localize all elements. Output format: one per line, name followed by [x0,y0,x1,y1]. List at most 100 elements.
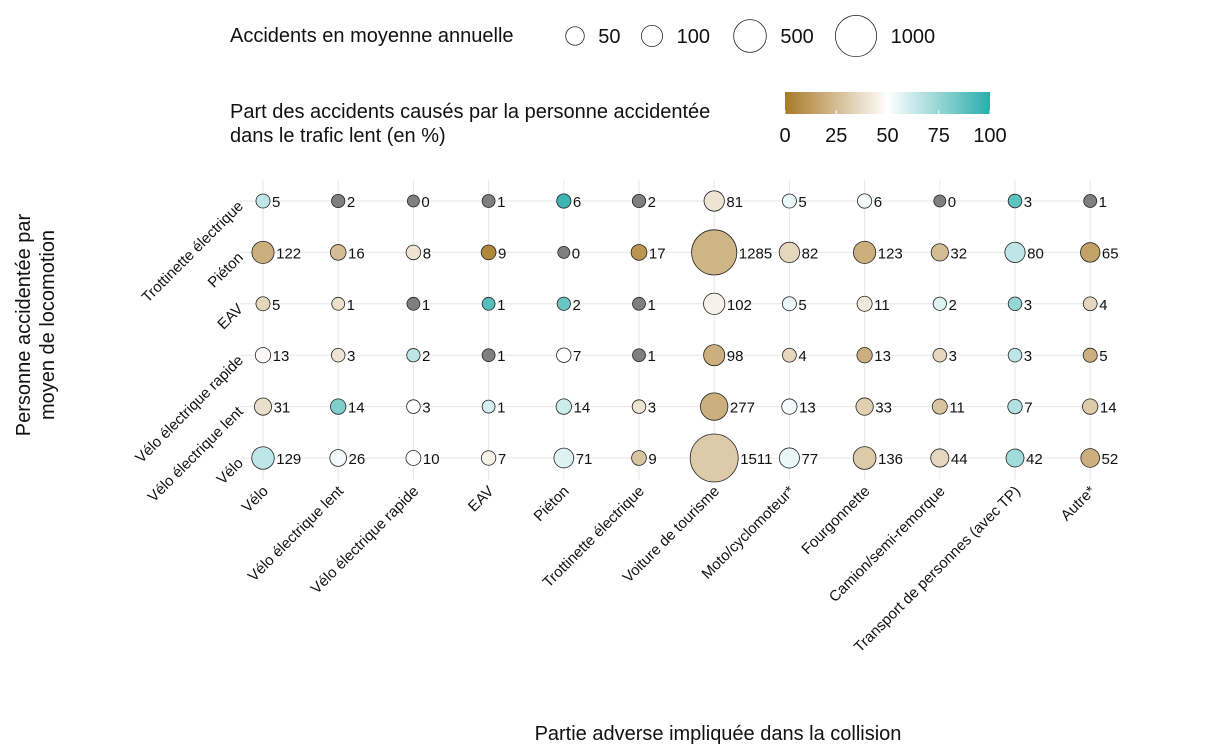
bubble [481,399,496,414]
data-label: 31 [274,400,291,417]
data-label: 82 [802,245,819,262]
bubble [631,450,647,466]
data-label: 0 [421,194,429,211]
bubble [703,190,725,212]
size-legend-circle [733,19,767,53]
y-title: Personne accidentée par [13,213,35,436]
data-label: 52 [1102,451,1119,468]
bubble [553,447,575,469]
bubble [556,296,571,311]
y-tick-label: EAV [214,301,246,333]
data-label: 0 [572,245,580,262]
bubble [855,397,874,416]
data-label: 1 [1099,194,1107,211]
data-label: 2 [572,297,580,314]
bubble [406,194,420,208]
size-legend-label: 500 [780,26,813,48]
bubble [932,296,947,311]
data-label: 33 [875,400,892,417]
data-label: 77 [801,451,818,468]
bubble [631,399,647,414]
data-label: 123 [878,245,903,262]
data-label: 32 [950,245,967,262]
data-label: 277 [730,400,755,417]
data-label: 6 [573,194,581,211]
bubble [632,348,646,363]
bubble [632,296,646,311]
bubble [254,397,272,416]
bubble [1004,241,1026,263]
color-bar [785,92,990,114]
size-legend-circle [834,14,878,58]
bubble [330,347,346,363]
color-tick-label: 100 [973,125,1006,147]
bubble [405,244,422,261]
bubble [1007,296,1023,312]
data-label: 5 [1099,348,1107,365]
bubble [251,446,275,470]
bubble [853,240,877,264]
x-tick-label: Fourgonnette [798,483,873,558]
bubble [405,450,422,466]
data-label: 3 [1024,297,1032,314]
data-label: 102 [727,297,752,314]
color-tick-label: 0 [779,125,790,147]
size-legend-label: 50 [598,26,620,48]
data-label: 122 [276,245,301,262]
bubble [1080,448,1100,468]
data-label: 8 [423,245,431,262]
bubble [331,193,346,209]
data-label: 2 [422,348,430,365]
color-legend-title: Part des accidents causés par la personn… [230,101,710,123]
bubble [481,296,496,311]
bubble [1007,193,1023,209]
bubble [255,193,271,209]
data-label: 44 [951,451,968,468]
data-label: 71 [576,451,593,468]
data-label: 1 [497,297,505,314]
data-label: 1285 [739,245,772,262]
data-label: 10 [423,451,440,468]
data-label: 129 [276,451,301,468]
bubble [781,296,797,312]
data-label: 5 [798,194,806,211]
bubble [1007,347,1023,363]
data-label: 1 [647,348,655,365]
bubble [778,447,800,469]
data-label: 5 [272,194,280,211]
data-label: 98 [727,348,744,365]
bubble [781,398,798,415]
data-label: 136 [878,451,903,468]
data-label: 3 [949,348,957,365]
data-label: 1511 [740,451,772,468]
bubble [1082,296,1098,312]
data-label: 9 [498,245,506,262]
data-label: 1 [647,297,655,314]
bubble [631,193,647,209]
data-label: 3 [1024,348,1032,365]
data-label: 5 [272,297,280,314]
bubble [856,295,873,312]
bubble [703,344,726,367]
data-label: 14 [574,400,591,417]
bubble [630,244,648,261]
color-tick-label: 75 [928,125,950,147]
bubble [781,193,797,209]
data-label: 6 [874,194,882,211]
data-label: 1 [497,348,505,365]
bubble [406,296,421,311]
x-tick-label: Piéton [531,483,573,525]
data-label: 42 [1026,451,1043,468]
data-label: 4 [1099,297,1107,314]
bubble [406,399,421,414]
bubble [556,193,572,209]
data-label: 3 [1024,194,1032,211]
data-label: 65 [1102,245,1119,262]
bubble [480,450,497,466]
x-tick-label: Vélo [239,483,272,516]
data-label: 80 [1027,245,1044,262]
bubble [331,296,346,311]
color-legend-title: dans le trafic lent (en %) [230,125,446,147]
color-tick-label: 50 [876,125,898,147]
y-tick-label: Piéton [205,249,247,291]
